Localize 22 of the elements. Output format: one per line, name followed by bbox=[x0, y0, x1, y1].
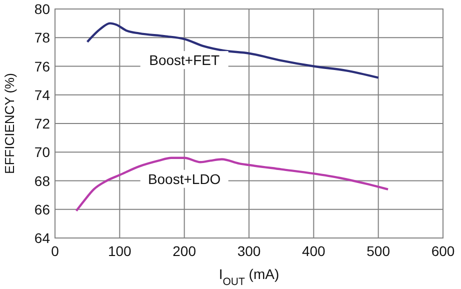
x-tick-label: 100 bbox=[108, 243, 132, 259]
y-tick-label: 70 bbox=[34, 144, 50, 160]
x-tick-label: 200 bbox=[172, 243, 196, 259]
y-tick-label: 72 bbox=[34, 116, 50, 132]
y-tick-label: 68 bbox=[34, 172, 50, 189]
line-series bbox=[86, 22, 380, 79]
x-tick-label: 0 bbox=[51, 243, 60, 259]
series-label: Boost+FET bbox=[149, 52, 220, 68]
x-tick-label: 500 bbox=[366, 243, 390, 259]
x-tick-label: 300 bbox=[237, 243, 261, 259]
y-tick-label: 80 bbox=[34, 1, 50, 17]
line-series bbox=[75, 156, 390, 212]
series-label: Boost+LDO bbox=[148, 170, 221, 187]
x-tick-label: 600 bbox=[431, 243, 455, 259]
y-tick-label: 76 bbox=[34, 58, 50, 74]
x-axis-title: I$_{OUT}$ (mA) bbox=[218, 266, 280, 288]
y-tick-label: 66 bbox=[34, 201, 50, 218]
y-tick-label: 74 bbox=[34, 86, 50, 103]
y-axis-title: EFFICIENCY (%) bbox=[2, 73, 17, 174]
y-tick-label: 78 bbox=[34, 30, 50, 46]
y-tick-label: 64 bbox=[34, 230, 50, 246]
x-tick-label: 400 bbox=[302, 243, 326, 259]
